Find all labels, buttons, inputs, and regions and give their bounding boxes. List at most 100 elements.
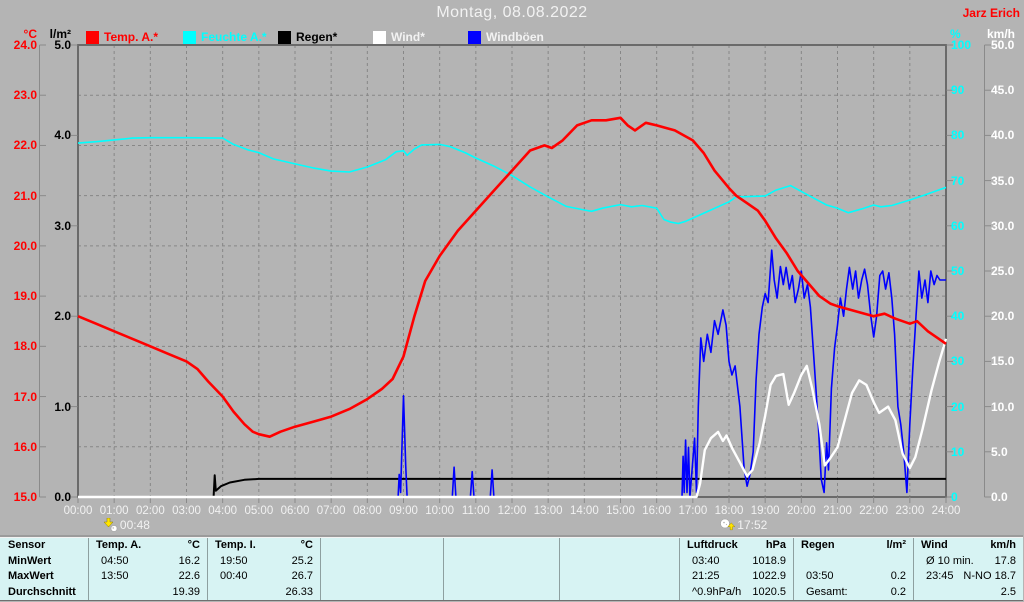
- legend-label: Temp. A.*: [104, 30, 159, 44]
- x-tick-label: 02:00: [135, 505, 165, 517]
- cell-value: 1022.9: [752, 570, 786, 582]
- legend-label: Regen*: [296, 30, 338, 44]
- x-tick-label: 16:00: [642, 505, 672, 517]
- cell-value: 1020.5: [752, 585, 786, 598]
- cell-value: 17.8: [994, 554, 1016, 567]
- axis-unit-rain: l/m²: [49, 27, 71, 41]
- series-line-windben: [78, 249, 946, 498]
- x-tick-label: 08:00: [352, 505, 382, 517]
- table-cell-row: 23:45 N-NO 18.7: [914, 569, 1023, 585]
- column-name: Temp. A.: [96, 539, 142, 551]
- stats-table: Sensor MinWert MaxWert Durchschnitt Temp. A.…: [0, 537, 1023, 601]
- table-column-header: Temp. I. °C: [208, 538, 320, 554]
- table-cell-row: [321, 585, 443, 601]
- x-tick-label: 19:00: [750, 505, 780, 517]
- x-tick-label: 11:00: [461, 505, 490, 517]
- cell-time: 03:50: [806, 570, 834, 582]
- table-cell-row: [444, 554, 559, 570]
- cell-time: ^0.9hPa/h: [692, 585, 742, 598]
- table-column-empty: [443, 538, 559, 600]
- x-tick-label: 10:00: [425, 505, 455, 517]
- wind-tick-label: 30.0: [991, 218, 1015, 233]
- humidity-tick-label: 10: [951, 444, 965, 459]
- wind-tick-label: 20.0: [991, 309, 1015, 324]
- table-cell-row: [444, 569, 559, 585]
- temp-tick-label: 18.0: [13, 339, 37, 354]
- column-name: Temp. I.: [215, 539, 256, 551]
- humidity-tick-label: 80: [951, 128, 965, 143]
- humidity-tick-label: 30: [951, 354, 965, 369]
- table-cell-row: 19.39: [89, 585, 207, 601]
- table-column-header: [444, 538, 559, 554]
- axis-unit-temp: °C: [23, 27, 37, 41]
- cell-value: 1018.9: [752, 554, 786, 567]
- table-cell-row: 2.5: [914, 585, 1023, 601]
- humidity-tick-label: 100: [951, 38, 972, 52]
- marker-time-label: 00:48: [119, 518, 150, 532]
- temp-tick-label: 16.0: [13, 439, 37, 454]
- cell-value: 19.39: [172, 585, 200, 598]
- temp-tick-label: 17.0: [13, 389, 37, 404]
- x-tick-label: 12:00: [497, 505, 527, 517]
- cell-value: 26.33: [285, 585, 313, 598]
- x-tick-label: 13:00: [533, 505, 563, 517]
- rain-tick-label: 2.0: [54, 309, 71, 324]
- wind-tick-label: 50.0: [991, 38, 1015, 52]
- table-row-labels-column: Sensor MinWert MaxWert Durchschnitt: [0, 538, 88, 600]
- series-line-wind: [78, 338, 948, 499]
- temp-tick-label: 21.0: [13, 188, 37, 203]
- table-column-tempi: Temp. I. °C 19:50 25.2 00:40 26.7 26.33: [207, 538, 320, 600]
- column-unit: °C: [300, 539, 313, 551]
- rain-tick-label: 3.0: [54, 218, 71, 233]
- station-name: Jarz Erich: [962, 6, 1020, 20]
- x-tick-label: 00:00: [63, 505, 93, 517]
- table-cell-row: 26.33: [208, 585, 320, 601]
- column-unit: km/h: [990, 539, 1016, 551]
- table-column-luftdruck: Luftdruck hPa 03:40 1018.9 21:25 1022.9 ^0.9hP…: [679, 538, 793, 600]
- legend-label: Windböen: [486, 30, 544, 44]
- cell-time: 13:50: [101, 570, 129, 582]
- page-title: Montag, 08.08.2022: [436, 4, 588, 21]
- series-line-regen: [78, 474, 946, 498]
- table-cell-row: 19:50 25.2: [208, 554, 320, 570]
- table-column-empty: [559, 538, 679, 600]
- table-cell-row: [794, 554, 913, 570]
- cell-value: 2.5: [1000, 585, 1016, 598]
- humidity-tick-label: 60: [951, 218, 965, 233]
- table-column-header: Regen l/m²: [794, 538, 913, 554]
- table-column-wind: Wind km/h Ø 10 min. 17.8 23:45 N-NO 18.7 2.5: [913, 538, 1023, 600]
- column-unit: l/m²: [886, 539, 906, 551]
- x-tick-label: 06:00: [280, 505, 310, 517]
- moonset-icon: [103, 517, 118, 535]
- marker-moonset: 00:48: [103, 517, 150, 535]
- x-tick-label: 05:00: [244, 505, 274, 517]
- table-cell-row: [321, 569, 443, 585]
- cell-time: 04:50: [101, 554, 129, 567]
- table-column-header: [560, 538, 679, 554]
- column-name: Wind: [921, 539, 948, 551]
- table-column-empty: [320, 538, 443, 600]
- table-column-header: Luftdruck hPa: [680, 538, 793, 554]
- cell-value: N-NO 18.7: [963, 570, 1016, 582]
- cell-time: 19:50: [220, 554, 248, 567]
- humidity-tick-label: 40: [951, 309, 965, 324]
- x-tick-label: 15:00: [606, 505, 635, 517]
- table-cell-row: [321, 554, 443, 570]
- x-tick-label: 17:00: [678, 505, 708, 517]
- cell-time: Gesamt:: [806, 585, 848, 598]
- x-tick-label: 04:00: [208, 505, 238, 517]
- x-tick-label: 07:00: [316, 505, 346, 517]
- x-tick-label: 18:00: [714, 505, 744, 517]
- humidity-tick-label: 70: [951, 173, 965, 188]
- temp-tick-label: 15.0: [13, 490, 37, 504]
- cell-time: 23:45: [926, 570, 954, 582]
- column-unit: hPa: [765, 539, 786, 551]
- axis-unit-humidity: %: [950, 27, 961, 41]
- cell-value: 26.7: [291, 570, 313, 582]
- table-column-header: Wind km/h: [914, 538, 1023, 554]
- table-column-header: [321, 538, 443, 554]
- legend-item-wind: Wind*: [373, 30, 425, 44]
- temp-tick-label: 20.0: [13, 238, 37, 253]
- marker-moonrise: 17:52: [720, 518, 767, 533]
